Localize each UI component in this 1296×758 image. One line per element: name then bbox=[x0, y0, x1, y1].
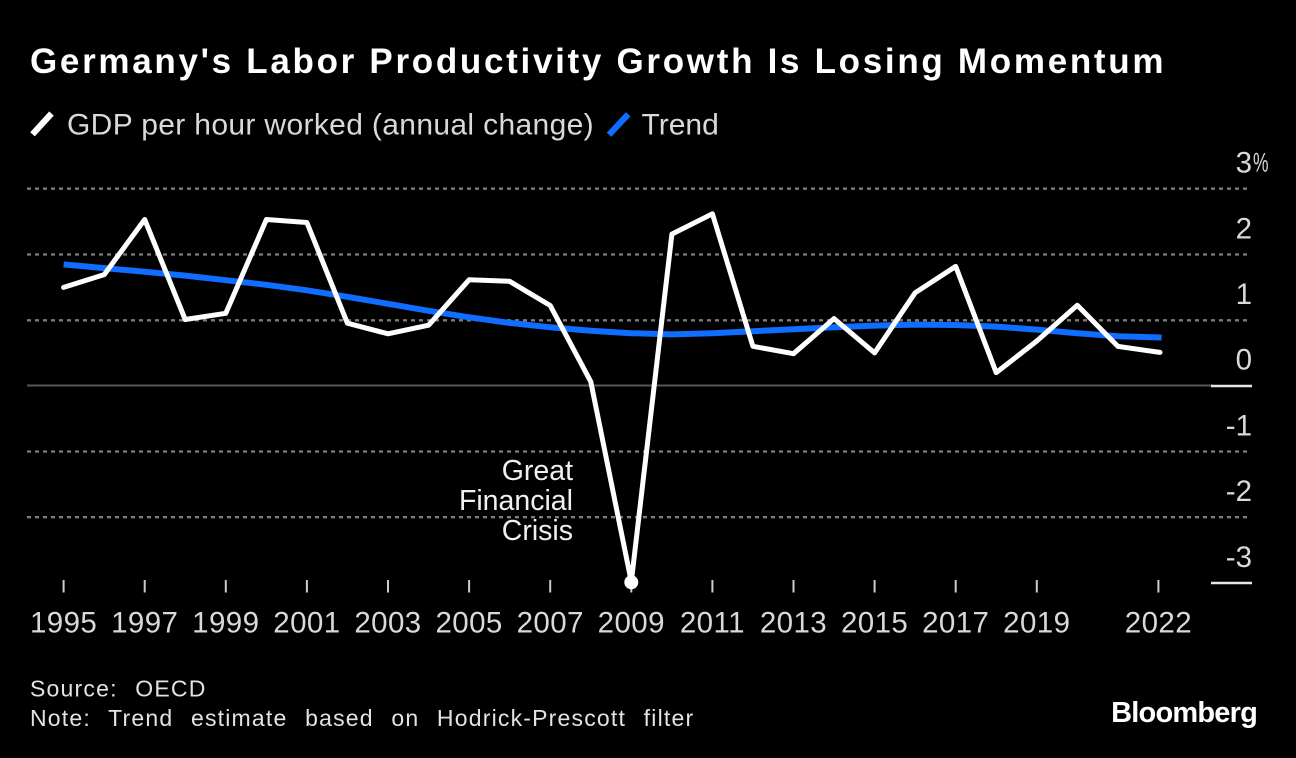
svg-text:2005: 2005 bbox=[435, 607, 502, 640]
svg-text:2019: 2019 bbox=[1003, 607, 1070, 640]
svg-text:Great: Great bbox=[502, 455, 573, 487]
svg-text:2: 2 bbox=[1236, 212, 1252, 245]
svg-text:Trend: Trend bbox=[642, 108, 719, 141]
svg-text:Financial: Financial bbox=[459, 485, 573, 517]
svg-text:1999: 1999 bbox=[192, 607, 259, 640]
svg-text:Crisis: Crisis bbox=[502, 515, 573, 547]
svg-text:-3: -3 bbox=[1226, 541, 1252, 574]
svg-text:%: % bbox=[1253, 148, 1269, 178]
svg-text:2007: 2007 bbox=[517, 607, 584, 640]
svg-text:2009: 2009 bbox=[598, 607, 665, 640]
svg-text:1: 1 bbox=[1236, 278, 1252, 311]
svg-text:Note: Trend estimate based on: Note: Trend estimate based on Hodrick-Pr… bbox=[30, 705, 694, 731]
svg-text:Bloomberg: Bloomberg bbox=[1111, 697, 1257, 729]
svg-text:2003: 2003 bbox=[354, 607, 421, 640]
svg-text:2001: 2001 bbox=[273, 607, 340, 640]
svg-text:0: 0 bbox=[1236, 344, 1252, 377]
svg-text:Source: OECD: Source: OECD bbox=[30, 676, 207, 702]
svg-text:-2: -2 bbox=[1226, 475, 1252, 508]
svg-text:2015: 2015 bbox=[841, 607, 908, 640]
svg-text:2017: 2017 bbox=[922, 607, 989, 640]
svg-text:2011: 2011 bbox=[680, 607, 745, 640]
svg-text:Germany's Labor Productivity G: Germany's Labor Productivity Growth Is L… bbox=[30, 42, 1166, 81]
svg-text:2022: 2022 bbox=[1125, 607, 1192, 640]
svg-text:GDP per hour worked (annual ch: GDP per hour worked (annual change) bbox=[67, 108, 594, 141]
svg-text:-1: -1 bbox=[1226, 410, 1252, 443]
svg-text:3: 3 bbox=[1236, 147, 1252, 180]
svg-text:1995: 1995 bbox=[30, 607, 97, 640]
svg-text:2013: 2013 bbox=[760, 607, 827, 640]
svg-text:1997: 1997 bbox=[111, 607, 178, 640]
